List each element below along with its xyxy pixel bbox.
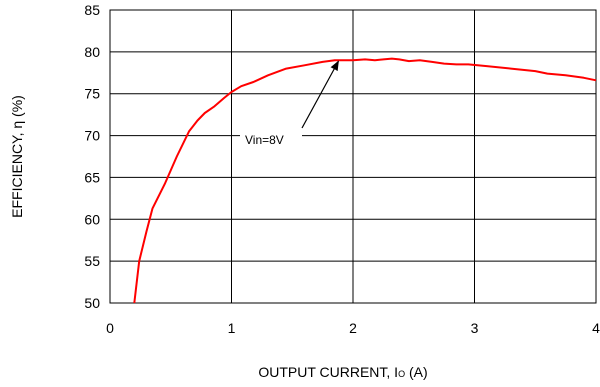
tick-label-layer: 0 1 2 3 4 50 55 60 65 70 75 80 85 xyxy=(84,2,600,336)
x-axis-title: OUTPUT CURRENT, IO (A) xyxy=(258,364,427,380)
y-tick-label: 75 xyxy=(84,86,100,102)
y-tick-label: 80 xyxy=(84,44,100,60)
y-tick-label: 50 xyxy=(84,295,100,311)
y-tick-label: 65 xyxy=(84,169,100,185)
y-tick-label: 85 xyxy=(84,2,100,18)
plot-frame xyxy=(109,9,597,304)
y-tick-label: 60 xyxy=(84,211,100,227)
x-tick-label: 2 xyxy=(349,320,357,336)
annotation-arrow xyxy=(301,60,339,129)
grid-layer xyxy=(109,9,597,304)
series-layer xyxy=(133,57,597,304)
annotation-layer: Vin=8V xyxy=(240,60,339,150)
x-tick-label: 3 xyxy=(471,320,479,336)
annotation-label-box xyxy=(240,128,302,150)
x-axis-title-unit: (A) xyxy=(405,364,428,380)
y-axis-title: EFFICIENCY, η (%) xyxy=(9,95,25,218)
y-tick-label: 55 xyxy=(84,253,100,269)
x-tick-label: 4 xyxy=(592,320,600,336)
x-axis-title-subscript: O xyxy=(398,369,405,379)
annotation-label: Vin=8V xyxy=(245,133,284,147)
x-tick-label: 0 xyxy=(106,320,114,336)
x-axis-title-main: OUTPUT CURRENT, I xyxy=(258,364,398,380)
y-tick-label: 70 xyxy=(84,128,100,144)
efficiency-series-line xyxy=(133,57,597,304)
x-tick-label: 1 xyxy=(228,320,236,336)
